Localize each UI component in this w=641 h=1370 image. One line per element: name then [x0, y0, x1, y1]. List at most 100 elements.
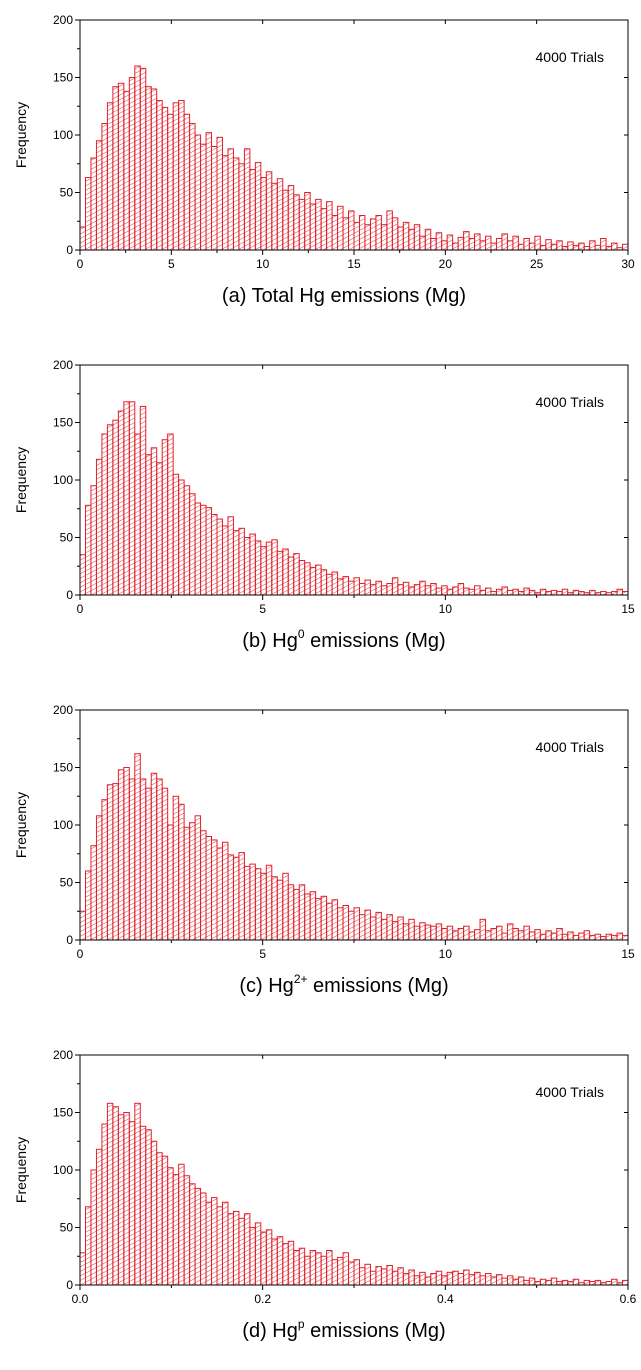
bar — [413, 584, 421, 596]
x-tick-label: 30 — [621, 257, 635, 271]
bar — [227, 148, 234, 251]
panel-d: 0 50 100 150 200 0.0 0.2 0.4 0.6 Frequency 4000 Tr… — [13, 1048, 637, 1342]
bar — [282, 189, 289, 251]
bar — [578, 242, 585, 251]
bar — [238, 163, 245, 251]
bar — [490, 1276, 497, 1286]
bar — [506, 589, 514, 596]
bar — [364, 224, 371, 251]
bar — [512, 928, 519, 941]
bar — [265, 541, 273, 596]
bar — [446, 1271, 454, 1286]
bar — [331, 1259, 339, 1286]
bar — [260, 546, 267, 596]
bar — [342, 905, 350, 941]
caption-suffix: emissions (Mg) — [305, 1320, 446, 1342]
bar — [594, 1279, 602, 1286]
bar — [167, 1167, 174, 1286]
bar — [320, 895, 328, 941]
bar — [512, 588, 519, 596]
bar — [282, 548, 289, 596]
bar — [364, 579, 371, 596]
bar — [167, 113, 174, 251]
y-tick-label: 0 — [66, 1278, 73, 1292]
bar — [254, 868, 262, 941]
bar — [112, 1106, 119, 1286]
bar — [523, 1279, 530, 1286]
caption-text: Hg — [272, 1320, 298, 1342]
bar — [156, 462, 163, 596]
bar — [106, 1102, 114, 1286]
bar — [189, 1183, 196, 1286]
trials-annotation: 4000 Trials — [536, 49, 604, 65]
bar — [216, 1206, 223, 1286]
caption-prefix: (d) — [242, 1320, 272, 1342]
bar — [495, 238, 503, 251]
x-tick-label: 15 — [621, 947, 635, 961]
y-tick-label: 0 — [66, 243, 73, 257]
bar — [183, 1175, 191, 1286]
bar — [375, 1266, 382, 1286]
bar — [523, 587, 530, 596]
bar — [358, 583, 366, 596]
bar — [243, 148, 251, 251]
bar — [369, 916, 377, 941]
bar — [337, 578, 344, 596]
bar — [600, 936, 607, 941]
bar — [605, 246, 613, 251]
bar — [123, 767, 130, 941]
bar — [271, 876, 278, 941]
bar — [452, 930, 459, 941]
bar — [479, 918, 487, 941]
bar — [211, 146, 218, 251]
bar — [419, 922, 426, 941]
bar — [315, 564, 322, 596]
bar — [578, 591, 585, 596]
panel-a: 0 50 100 150 200 0 5 10 15 20 25 30 Frequency 4000 Tr… — [13, 13, 635, 307]
bar — [134, 433, 141, 596]
bar — [616, 932, 624, 941]
bar — [391, 921, 399, 941]
bar — [485, 587, 492, 596]
bar — [337, 1256, 344, 1286]
bar — [243, 537, 251, 596]
bar — [134, 753, 141, 941]
bar — [90, 1169, 97, 1286]
bar — [435, 923, 443, 941]
bar — [375, 911, 382, 941]
bars — [79, 401, 629, 596]
bar — [216, 847, 223, 941]
bar — [622, 243, 629, 251]
bar — [600, 238, 607, 251]
bar — [298, 198, 306, 251]
bar — [463, 1269, 470, 1286]
bar — [145, 787, 152, 941]
x-tick-label: 15 — [621, 602, 635, 616]
bar — [243, 1213, 251, 1286]
bar — [95, 140, 103, 251]
y-tick-label: 100 — [53, 473, 73, 487]
bar — [101, 1123, 108, 1286]
bar — [468, 1274, 476, 1286]
bar — [309, 891, 317, 941]
y-tick-label: 0 — [66, 588, 73, 602]
bar — [375, 215, 382, 251]
bar — [249, 169, 256, 251]
bar — [265, 864, 273, 941]
bar — [446, 588, 454, 596]
bar — [200, 143, 207, 251]
bar — [402, 1273, 410, 1286]
bar — [561, 933, 569, 941]
bar — [84, 177, 92, 251]
bar — [139, 778, 147, 941]
bar — [232, 530, 240, 596]
bar — [167, 824, 174, 941]
bar — [561, 588, 569, 596]
caption-superscript: 2+ — [294, 972, 308, 986]
bar — [386, 1264, 393, 1286]
bar — [200, 830, 207, 941]
bar — [276, 1236, 284, 1286]
bar — [331, 215, 339, 251]
bar — [79, 226, 86, 251]
y-tick-label: 50 — [60, 1221, 74, 1235]
